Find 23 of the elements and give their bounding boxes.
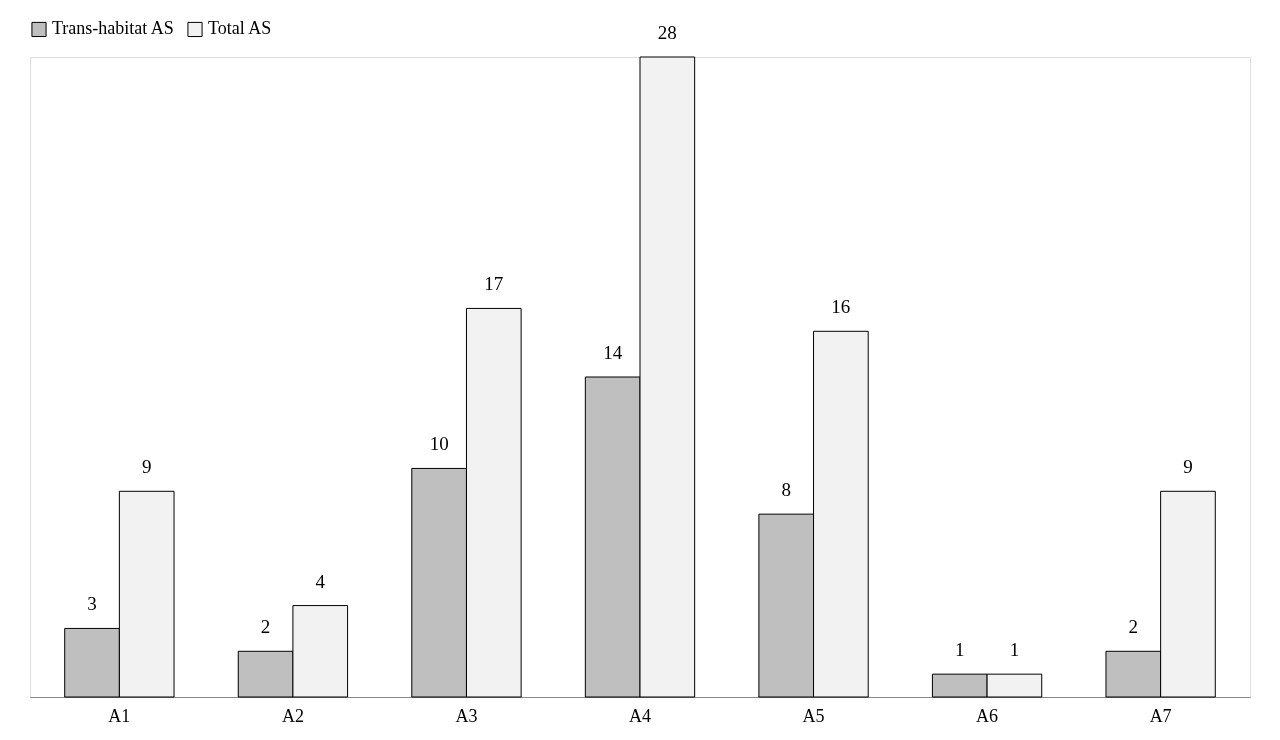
data-label: 28 bbox=[657, 22, 677, 43]
legend-label: Trans-habitat AS bbox=[52, 18, 174, 39]
data-label: 1 bbox=[1009, 639, 1020, 661]
data-label: 9 bbox=[141, 456, 152, 478]
x-tick-label: A5 bbox=[802, 705, 825, 726]
data-label: 4 bbox=[315, 570, 326, 592]
data-label: 17 bbox=[484, 273, 504, 295]
data-label: 3 bbox=[87, 593, 97, 615]
data-label: 1 bbox=[955, 639, 965, 661]
data-label: 16 bbox=[831, 296, 851, 318]
data-label: 14 bbox=[603, 342, 623, 363]
data-label: 2 bbox=[260, 616, 271, 638]
data-label: 2 bbox=[1128, 616, 1139, 638]
data-label: 10 bbox=[429, 433, 449, 455]
x-tick-label: A2 bbox=[281, 705, 304, 726]
x-tick-label: A7 bbox=[1149, 705, 1172, 726]
data-label: 9 bbox=[1183, 456, 1193, 478]
x-tick-label: A4 bbox=[629, 705, 651, 726]
x-tick-label: A6 bbox=[976, 705, 999, 726]
x-tick-label: A3 bbox=[455, 705, 478, 726]
x-tick-label: A1 bbox=[108, 705, 131, 726]
data-label: 8 bbox=[781, 479, 791, 501]
legend-label: Total AS bbox=[208, 18, 272, 39]
